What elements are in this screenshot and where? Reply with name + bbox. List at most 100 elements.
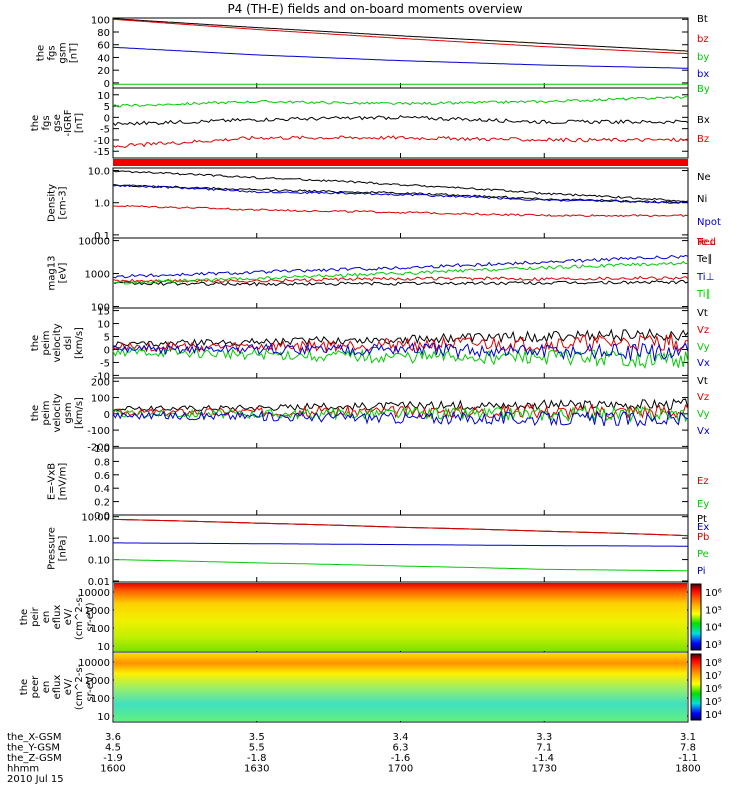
y-axis-label: E=-VxB[mV/m] [47,463,69,501]
y-tick-label: 10.0 [88,167,110,178]
colorbar-tick-label: 10⁵ [705,605,722,616]
colorbar-tick-label: 10⁴ [705,623,722,634]
series-line-Vx [112,342,689,361]
footer-row-label: the_Z-GSM [7,753,62,764]
y-tick-label: 10000 [78,658,110,669]
legend-Ez: Ez [697,476,709,487]
y-tick-label: 40 [97,53,110,64]
legend-Ey: Ey [697,499,709,510]
y-tick-label: 1000 [85,676,110,687]
data-quality-bar [113,159,688,166]
series-line-By [112,95,689,108]
series-line-Bz [112,135,689,149]
legend-Vx: Vx [697,426,710,437]
series-line-Vz [112,333,689,354]
y-tick-label: 100 [91,394,110,405]
footer-tick-label: -1.9 [103,753,123,764]
y-tick-label: 15 [97,307,110,318]
y-tick-label: 10 [97,91,110,102]
series-line-Te∥ [113,280,689,287]
panel-frame [112,447,689,516]
footer-tick-label: 3.4 [393,732,409,743]
y-tick-label: 0 [104,410,110,421]
panel-frame [112,514,689,583]
series-line-Bx [112,115,689,127]
colorbar-tick-label: 10⁶ [705,588,722,599]
panel-frame [112,377,689,449]
y-axis-label: thepeirenefluxeV/(cm^2-s-sr-eV) [19,593,96,640]
y-tick-label: 0.2 [94,498,110,509]
panel-p9: 10000 1000 100 10thepeirenefluxeV/(cm^2-s-s… [19,581,722,653]
y-tick-label: 100 [91,694,110,705]
spectrogram [114,653,687,721]
y-tick-label: 1000 [85,606,110,617]
legend-Vy: Vy [697,342,710,353]
footer-tick-label: 1700 [388,764,413,775]
footer-row-label: hhmm [7,764,39,775]
panel-p4: 10000 1000 100 mag13[eV] Te⊥ Te∥ Ti⊥ Ti∥ [47,237,717,314]
colorbar-tick-label: 10⁴ [705,710,722,721]
y-axis-label: thefgsgse-IGRF[nT] [30,109,85,136]
series-line-Vz [112,403,689,421]
legend-Vt: Vt [697,376,708,387]
footer-date: 2010 Jul 15 [7,774,64,785]
series-line-Vt [112,328,689,348]
y-tick-label: 5 [104,333,110,344]
y-tick-label: 10 [97,642,110,653]
y-axis-label: thepeimvelocitydsl[km/s] [30,323,85,362]
y-tick-label: 0 [104,113,110,124]
series-line-Bt [113,18,689,52]
legend-Vy: Vy [697,409,710,420]
panel-p8: 10.00 1.00 0.10 0.01 Pressure[nPa] Pt Pb Pe Pi [47,513,710,588]
legend-Ne: Ne [697,172,711,183]
footer-tick-label: -1.8 [247,753,267,764]
legend-By: By [697,84,710,95]
series-line-Vt [112,398,689,412]
footer-tick-label: -1.6 [391,753,411,764]
footer-tick-label: 3.6 [105,732,121,743]
y-tick-label: -10 [94,371,110,382]
colorbar-tick-label: 10⁶ [705,684,722,695]
y-tick-label: 100 [91,15,110,26]
series-line-Ne [112,170,689,203]
panel-p3: 10.0 1.0 0.1 Density[cm-3] Ne Ni Npot Red [47,167,721,248]
series-line-bx [112,46,689,69]
y-tick-label: 1.0 [94,199,110,210]
y-tick-label: 10000 [78,237,110,248]
y-tick-label: 100 [91,624,110,635]
series-line-Vy [112,347,689,369]
y-tick-label: 10.00 [81,513,110,524]
legend-Pi: Pi [697,566,706,577]
footer-tick-label: 3.1 [680,732,696,743]
y-tick-label: 100 [91,302,110,313]
legend-Ex: Ex [697,522,709,533]
y-tick-label: 5 [104,102,110,113]
series-line-Npot [112,184,689,204]
y-tick-label: 1.0 [94,444,110,455]
legend-Vz: Vz [697,392,709,403]
y-tick-label: 60 [97,41,110,52]
legend-Pe: Pe [697,549,709,560]
y-tick-label: 0.6 [94,471,110,482]
legend-Te∥: Te∥ [696,254,713,265]
series-line-Pb [113,518,689,537]
y-tick-label: 10000 [78,588,110,599]
series-line-Pi [113,542,688,547]
y-tick-label: -200 [87,442,110,453]
series-line-Vx [112,410,689,428]
footer-tick-label: 7.8 [680,743,696,754]
y-tick-label: 10 [97,320,110,331]
legend-by: by [697,52,709,63]
footer-tick-label: -1.4 [534,753,554,764]
colorbar-tick-label: 10⁸ [705,658,722,669]
legend-bz: bz [697,34,709,45]
y-tick-label: 200 [91,377,110,388]
footer-tick-label: 1630 [244,764,269,775]
y-tick-label: 0 [104,79,110,90]
footer-tick-label: 3.5 [249,732,265,743]
legend-bx: bx [697,69,709,80]
